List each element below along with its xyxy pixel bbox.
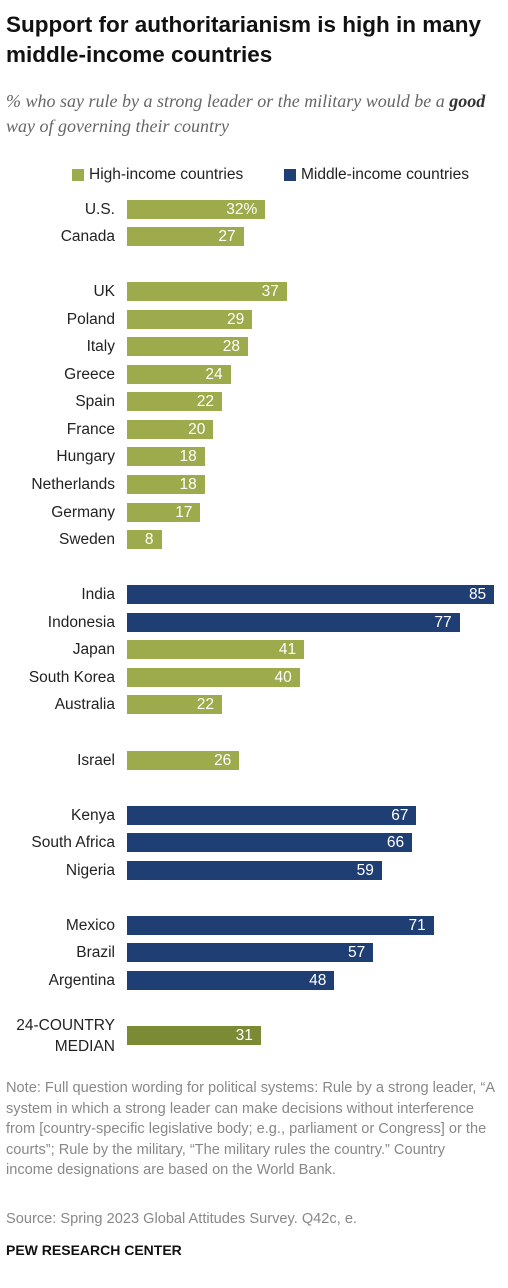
- value-label: 22: [196, 696, 215, 714]
- bar: [127, 750, 240, 770]
- value-label: 57: [347, 944, 366, 962]
- category-label: Israel: [77, 751, 115, 769]
- value-label: 17: [175, 503, 193, 521]
- category-label: India: [81, 586, 115, 604]
- value-label: 8: [144, 531, 154, 549]
- legend-item: Middle-income countries: [284, 166, 469, 184]
- bar: [127, 695, 223, 715]
- value-label: 22: [196, 393, 215, 411]
- value-label: 18: [179, 448, 197, 466]
- value-label: 32%: [226, 200, 258, 218]
- category-label: Sweden: [58, 531, 115, 549]
- category-label: Poland: [66, 310, 115, 328]
- bar: [127, 833, 413, 853]
- category-label: Hungary: [56, 448, 115, 466]
- value-label: 18: [179, 476, 197, 493]
- category-label: Argentina: [48, 971, 115, 989]
- value-label: 37: [261, 283, 279, 301]
- bar: [127, 199, 266, 219]
- value-label: 85: [468, 586, 487, 604]
- category-label: Indonesia: [47, 613, 115, 631]
- bar: [127, 502, 201, 522]
- bar: [127, 447, 205, 467]
- value-label: 48: [309, 971, 327, 989]
- category-label: Netherlands: [31, 476, 115, 493]
- bar: [127, 640, 305, 660]
- legend-swatch: [72, 169, 84, 181]
- category-label: Spain: [75, 393, 115, 411]
- category-label: 24-COUNTRY MEDIAN: [16, 1016, 115, 1055]
- value-label: 77: [434, 613, 452, 631]
- source: Source: Spring 2023 Global Attitudes Sur…: [6, 1211, 357, 1227]
- value-label: 26: [214, 751, 232, 769]
- category-label: Italy: [86, 338, 115, 356]
- legend-item: High-income countries: [72, 166, 243, 184]
- value-label: 59: [356, 861, 374, 879]
- bar: [127, 943, 374, 963]
- category-label: U.S.: [84, 200, 115, 218]
- bar: [127, 475, 205, 494]
- chart-subtitle: % who say rule by a strong leader or the…: [6, 89, 501, 139]
- bar: [127, 392, 223, 412]
- value-label: 40: [274, 668, 292, 686]
- category-label: France: [66, 420, 115, 438]
- subtitle-emphasis: good: [449, 91, 486, 111]
- category-label: Brazil: [76, 944, 115, 962]
- chart-title: Support for authoritarianism is high in …: [6, 12, 482, 67]
- category-label: Germany: [51, 503, 115, 521]
- value-label: 27: [218, 228, 236, 246]
- subtitle-text: way of governing their country: [6, 116, 229, 136]
- value-label: 66: [386, 834, 405, 852]
- value-label: 67: [391, 806, 409, 824]
- category-label: Nigeria: [65, 861, 115, 879]
- value-label: 29: [227, 310, 245, 328]
- value-label: 24: [205, 365, 223, 383]
- bar: [127, 530, 162, 550]
- value-label: 20: [188, 420, 206, 438]
- value-label: 31: [235, 1027, 253, 1044]
- bar: [127, 419, 214, 439]
- note: Note: Full question wording for politica…: [6, 1080, 495, 1178]
- value-label: 28: [222, 338, 240, 356]
- bar: [127, 364, 231, 384]
- category-label: South Africa: [31, 834, 115, 852]
- category-label: Mexico: [65, 916, 115, 934]
- category-label: Japan: [72, 641, 115, 659]
- legend-label: Middle-income countries: [301, 166, 469, 183]
- bar: [127, 805, 417, 825]
- value-label: 41: [278, 641, 297, 659]
- bar: [127, 227, 244, 247]
- bar: [127, 282, 287, 302]
- bar: [127, 585, 495, 605]
- bar: [127, 667, 300, 687]
- category-label: South Korea: [28, 668, 115, 686]
- bar: [127, 612, 460, 632]
- legend-label: High-income countries: [89, 166, 244, 183]
- legend-swatch: [284, 169, 296, 181]
- category-label: Greece: [64, 365, 115, 383]
- bar: [127, 860, 382, 880]
- credit: PEW RESEARCH CENTER: [6, 1242, 182, 1258]
- bar: [127, 1026, 261, 1045]
- value-label: 71: [408, 916, 426, 934]
- bar: [127, 915, 434, 935]
- bar: [127, 309, 253, 329]
- subtitle-text: % who say rule by a strong leader or the…: [6, 91, 450, 111]
- bar: [127, 337, 248, 357]
- category-label: Canada: [60, 228, 115, 246]
- category-label: UK: [93, 283, 115, 301]
- bar: [127, 970, 335, 990]
- category-label: Australia: [54, 696, 115, 714]
- category-label: Kenya: [71, 806, 115, 824]
